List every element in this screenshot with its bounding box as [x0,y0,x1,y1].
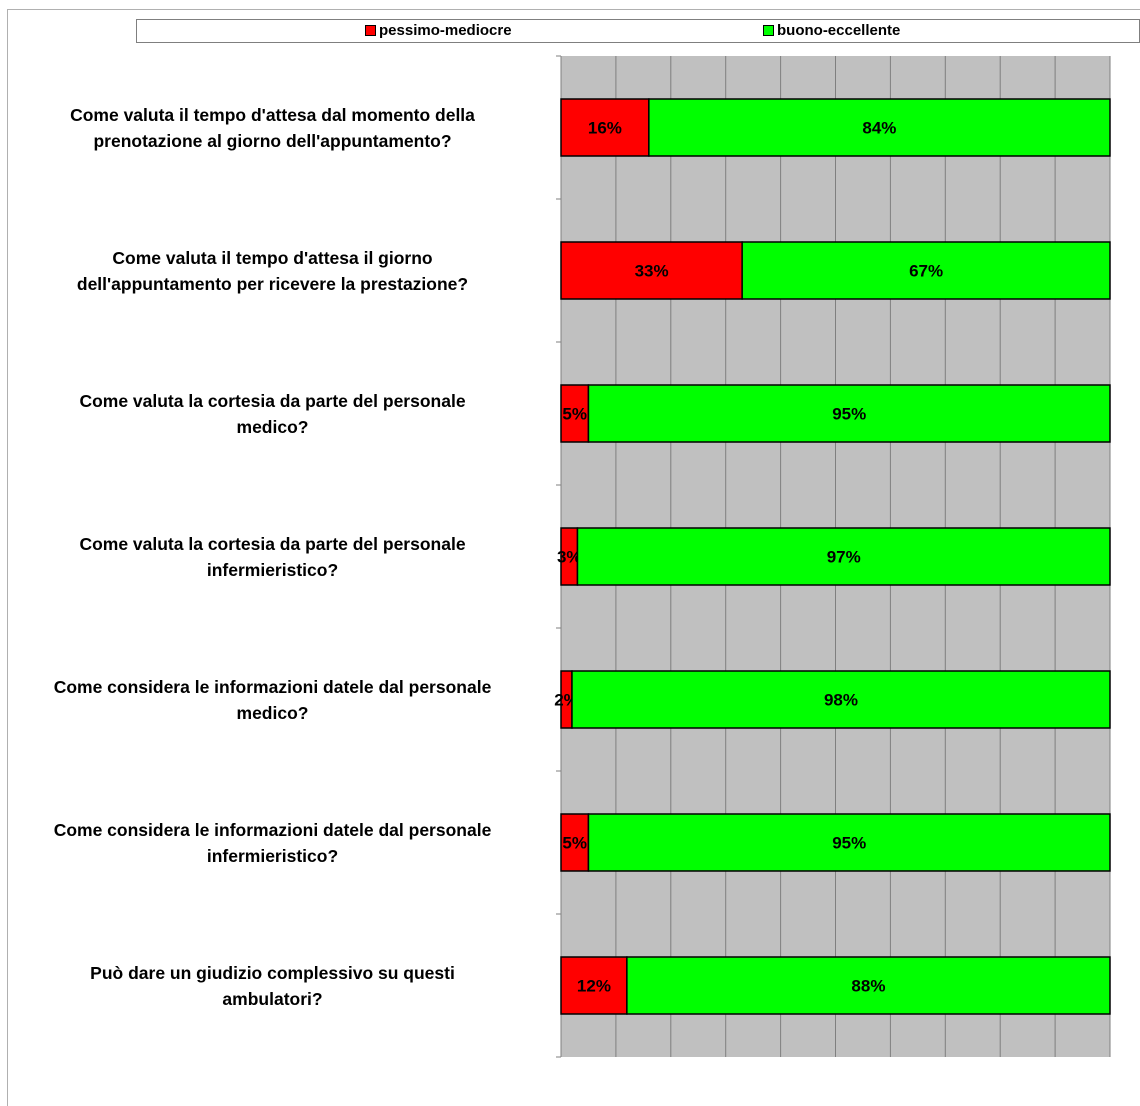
data-label: 98% [824,691,858,710]
category-label-line: dell'appuntamento per ricevere la presta… [76,273,469,294]
legend-swatch-green [763,25,774,36]
data-label: 95% [832,405,866,424]
legend-item-pessimo-mediocre: pessimo-mediocre [365,22,512,39]
legend-label: buono-eccellente [777,22,901,39]
category-label-line: Come valuta il tempo d'attesa il giorno [112,247,433,268]
bar-buono-eccellente [576,527,1111,586]
data-label: 97% [827,548,861,567]
category-label: Può dare un giudizio complessivo su ques… [0,960,545,1012]
legend-label: pessimo-mediocre [379,22,512,39]
category-label: Come considera le informazioni datele da… [0,817,545,869]
bar-buono-eccellente [587,384,1111,443]
category-label-line: medico? [236,702,309,723]
category-label: Come valuta la cortesia da parte del per… [0,531,545,583]
legend-item-buono-eccellente: buono-eccellente [763,22,900,39]
bar-pessimo-mediocre [560,98,650,157]
chart-frame [7,9,1140,1106]
category-label-line: Come considera le informazioni datele da… [53,676,492,697]
category-label-line: Come valuta il tempo d'attesa dal moment… [70,104,475,125]
category-label-line: Come valuta la cortesia da parte del per… [79,390,466,411]
legend-swatch-red [365,25,376,36]
data-label: 88% [851,977,885,996]
bar-buono-eccellente [571,670,1111,729]
data-label: 67% [909,262,943,281]
data-label: 33% [635,262,669,281]
data-label: 95% [832,834,866,853]
category-label-line: prenotazione al giorno dell'appuntamento… [93,130,452,151]
bar-buono-eccellente [648,98,1111,157]
category-label-line: Può dare un giudizio complessivo su ques… [90,962,455,983]
category-label-line: ambulatori? [222,988,323,1009]
bar-pessimo-mediocre [560,956,628,1015]
bar-buono-eccellente [741,241,1111,300]
category-label-line: infermieristico? [206,845,339,866]
category-label-line: Come valuta la cortesia da parte del per… [79,533,466,554]
category-label-line: medico? [236,416,309,437]
legend: pessimo-mediocre buono-eccellente [136,19,1140,43]
category-label-line: infermieristico? [206,559,339,580]
bar-buono-eccellente [587,813,1111,872]
data-label: 12% [577,977,611,996]
category-label: Come considera le informazioni datele da… [0,674,545,726]
category-label: Come valuta il tempo d'attesa il giorno d… [0,245,545,297]
category-label-line: Come considera le informazioni datele da… [53,819,492,840]
data-label: 84% [862,119,896,138]
data-label: 5% [562,834,587,853]
category-label: Come valuta il tempo d'attesa dal moment… [0,102,545,154]
bar-buono-eccellente [626,956,1111,1015]
category-label: Come valuta la cortesia da parte del per… [0,388,545,440]
data-label: 16% [588,119,622,138]
data-label: 5% [562,405,587,424]
data-label: 3% [557,548,582,567]
bar-pessimo-mediocre [560,384,590,443]
